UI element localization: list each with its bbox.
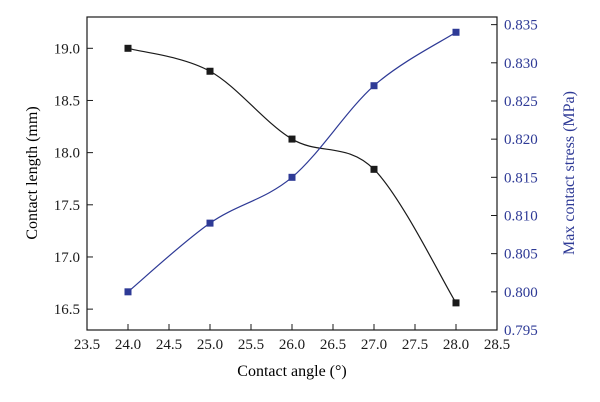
length-series-line	[127, 47, 457, 304]
x-tick-label: 24.0	[115, 337, 141, 353]
x-axis-title: Contact angle (°)	[237, 363, 346, 380]
length-data-point	[452, 299, 460, 307]
right-y-tick-label: 0.830	[504, 56, 538, 72]
left-y-tick-label: 19.0	[54, 41, 80, 57]
plot-area: 23.5 24.0 24.5 25.0 25.5 26.0 26.5 27.0 27.5 28.0…	[54, 16, 538, 353]
right-y-tick-label: 0.810	[504, 208, 538, 224]
x-tick-label: 26.0	[279, 337, 305, 353]
x-tick-label: 26.5	[320, 337, 346, 353]
x-tick-label: 27.5	[402, 337, 428, 353]
left-y-tick-label: 17.5	[54, 198, 80, 214]
x-tick-label: 23.5	[74, 337, 100, 353]
x-tick-label: 25.5	[238, 337, 264, 353]
right-y-tick-label: 0.825	[504, 94, 538, 110]
left-y-tick-label: 18.0	[54, 146, 80, 162]
right-y-tick-label: 0.815	[504, 170, 538, 186]
stress-data-point	[452, 28, 460, 36]
right-y-tick-label: 0.805	[504, 247, 538, 263]
left-y-axis-title: Contact length (mm)	[24, 106, 41, 239]
left-y-tick-label: 17.0	[54, 250, 80, 266]
stress-data-point	[124, 288, 132, 296]
right-y-tick-label: 0.835	[504, 18, 538, 34]
length-data-point	[124, 44, 132, 52]
stress-data-point	[206, 219, 214, 227]
x-tick-label: 25.0	[197, 337, 223, 353]
stress-data-point	[370, 82, 378, 90]
stress-data-point	[288, 173, 296, 181]
length-data-point	[206, 67, 214, 75]
length-data-point	[370, 165, 378, 173]
x-tick-label: 28.5	[484, 337, 510, 353]
length-data-point	[288, 135, 296, 143]
left-y-tick-label: 18.5	[54, 93, 80, 109]
x-tick-label: 27.0	[361, 337, 387, 353]
x-tick-label: 28.0	[443, 337, 469, 353]
right-y-tick-label: 0.800	[504, 285, 538, 301]
left-y-tick-label: 16.5	[54, 302, 80, 318]
x-tick-label: 24.5	[156, 337, 182, 353]
right-y-tick-label: 0.820	[504, 132, 538, 148]
right-y-axis-title: Max contact stress (MPa)	[561, 91, 578, 255]
right-y-tick-label: 0.795	[504, 323, 538, 339]
